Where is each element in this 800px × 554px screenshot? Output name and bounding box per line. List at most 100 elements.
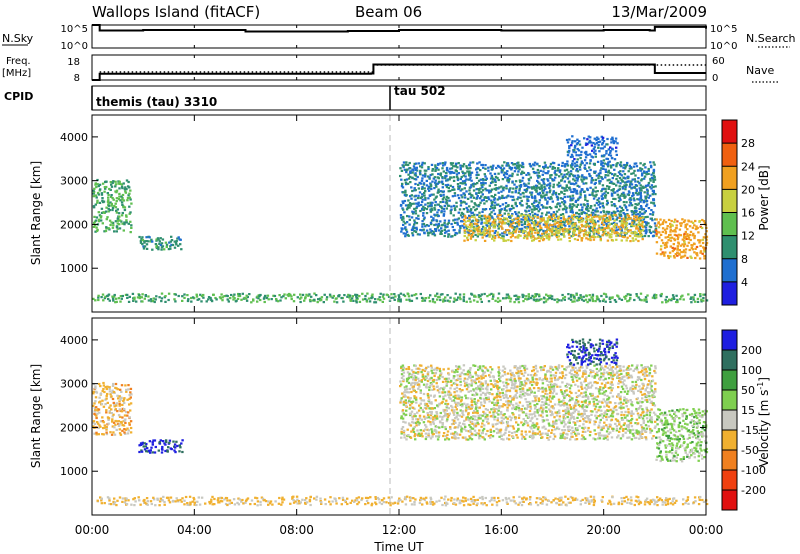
data-cell bbox=[491, 223, 494, 226]
data-cell bbox=[207, 298, 210, 301]
data-cell bbox=[114, 185, 117, 188]
data-cell bbox=[469, 176, 472, 179]
data-cell bbox=[507, 382, 510, 386]
data-cell bbox=[571, 135, 574, 138]
data-cell bbox=[581, 237, 584, 240]
data-cell bbox=[467, 430, 470, 433]
data-cell bbox=[471, 161, 475, 164]
data-cell bbox=[464, 436, 467, 439]
data-cell bbox=[501, 374, 504, 377]
data-cell bbox=[402, 232, 405, 235]
data-cell bbox=[546, 166, 549, 169]
data-cell bbox=[449, 162, 453, 165]
data-cell bbox=[571, 230, 575, 233]
data-cell bbox=[433, 428, 436, 431]
data-cell bbox=[474, 222, 477, 225]
data-cell bbox=[486, 408, 489, 412]
data-cell bbox=[532, 235, 535, 238]
data-cell bbox=[620, 206, 623, 210]
data-cell bbox=[487, 222, 490, 225]
data-cell bbox=[592, 189, 595, 192]
data-cell bbox=[110, 391, 114, 394]
data-cell bbox=[167, 292, 171, 295]
data-cell bbox=[423, 299, 427, 302]
data-cell bbox=[638, 229, 641, 232]
data-cell bbox=[516, 198, 519, 201]
data-cell bbox=[610, 192, 614, 195]
data-cell bbox=[455, 232, 459, 235]
data-cell bbox=[459, 373, 462, 376]
data-cell bbox=[468, 219, 471, 222]
data-cell bbox=[151, 248, 154, 251]
data-cell bbox=[402, 431, 406, 434]
data-cell bbox=[439, 162, 442, 165]
data-cell bbox=[436, 182, 439, 185]
data-cell bbox=[195, 295, 199, 298]
data-cell bbox=[482, 410, 485, 413]
data-cell bbox=[477, 205, 480, 208]
data-cell bbox=[623, 196, 626, 199]
data-cell bbox=[484, 394, 487, 397]
data-cell bbox=[660, 239, 664, 242]
data-cell bbox=[601, 164, 604, 168]
data-cell bbox=[563, 221, 566, 224]
data-cell bbox=[437, 224, 441, 227]
data-cell bbox=[529, 228, 532, 231]
data-cell bbox=[493, 187, 496, 190]
data-cell bbox=[459, 390, 462, 393]
data-cell bbox=[645, 170, 648, 174]
data-cell bbox=[505, 217, 508, 220]
data-cell bbox=[434, 294, 437, 297]
data-cell bbox=[105, 185, 108, 189]
data-cell bbox=[115, 404, 118, 407]
data-cell bbox=[423, 162, 426, 165]
data-cell bbox=[632, 239, 635, 242]
data-cell bbox=[500, 185, 503, 188]
data-cell bbox=[466, 403, 469, 406]
data-cell bbox=[126, 398, 129, 401]
data-cell bbox=[479, 178, 482, 181]
data-cell bbox=[151, 240, 154, 243]
data-cell bbox=[703, 248, 706, 251]
data-cell bbox=[500, 196, 504, 200]
data-cell bbox=[667, 218, 671, 221]
data-cell bbox=[434, 164, 437, 167]
data-cell bbox=[623, 204, 626, 207]
data-cell bbox=[560, 191, 564, 194]
data-cell bbox=[611, 296, 614, 299]
data-cell bbox=[459, 189, 462, 192]
data-cell bbox=[569, 298, 573, 301]
data-cell bbox=[316, 301, 319, 304]
data-cell bbox=[115, 211, 119, 214]
data-cell bbox=[462, 298, 465, 301]
data-cell bbox=[635, 232, 638, 235]
data-cell bbox=[610, 211, 614, 214]
data-cell bbox=[532, 187, 536, 190]
data-cell bbox=[361, 298, 365, 301]
data-cell bbox=[679, 298, 682, 301]
data-cell bbox=[542, 301, 546, 304]
data-cell bbox=[556, 169, 560, 172]
data-cell bbox=[563, 169, 567, 172]
data-cell bbox=[489, 208, 492, 211]
data-cell bbox=[562, 203, 566, 206]
data-cell bbox=[632, 212, 636, 215]
data-cell bbox=[469, 437, 472, 440]
data-cell bbox=[425, 376, 428, 380]
data-cell bbox=[404, 226, 407, 229]
data-cell bbox=[283, 293, 286, 296]
data-cell bbox=[571, 234, 575, 237]
data-cell bbox=[548, 236, 551, 239]
data-cell bbox=[147, 299, 151, 302]
data-cell bbox=[575, 154, 578, 157]
data-cell bbox=[629, 166, 633, 169]
data-cell bbox=[411, 189, 414, 193]
data-cell bbox=[125, 411, 128, 414]
data-cell bbox=[476, 195, 479, 198]
data-cell bbox=[587, 209, 590, 212]
data-cell bbox=[446, 437, 449, 440]
data-cell bbox=[505, 196, 508, 199]
data-cell bbox=[559, 238, 563, 241]
data-cell bbox=[428, 435, 431, 438]
data-cell bbox=[431, 201, 434, 204]
